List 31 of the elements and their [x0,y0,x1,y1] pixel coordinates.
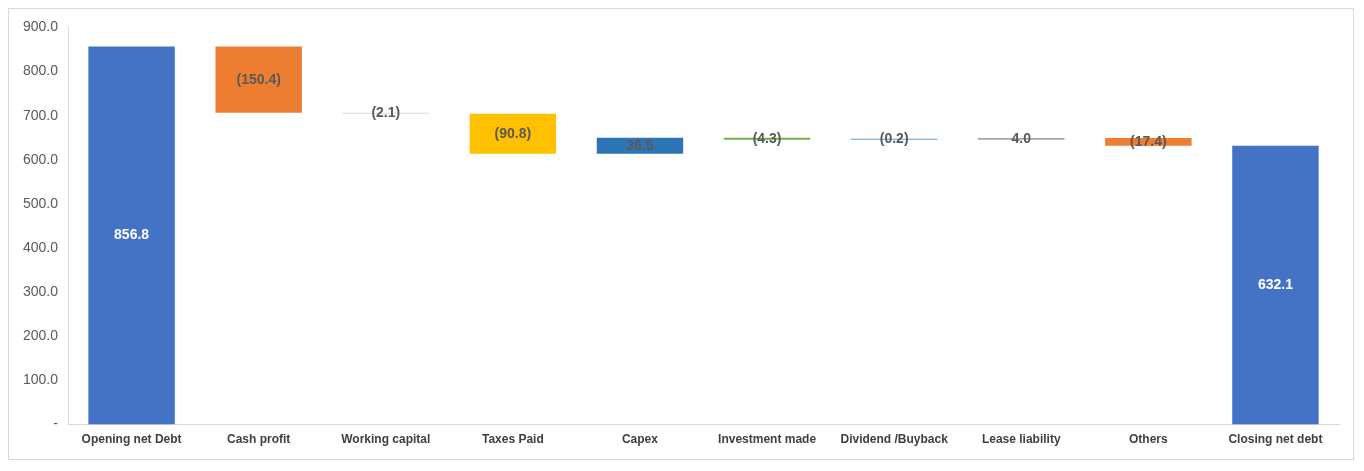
x-tick-label: Others [1129,432,1169,447]
y-tick-label: 500.0 [22,194,59,211]
data-label: 856.8 [114,226,150,243]
bar [469,113,557,154]
x-tick-label: Dividend /Buyback [840,432,949,447]
data-label: (2.1) [371,104,401,121]
x-tick-label: Closing net debt [1228,432,1323,447]
x-tick-label: Opening net Debt [81,432,182,447]
data-label: (150.4) [236,70,281,87]
x-tick-label: Capex [621,432,659,447]
bar [215,46,302,113]
x-tick-label: Taxes Paid [481,432,544,447]
data-label: 632.1 [1257,275,1294,292]
x-tick-label: Working capital [341,432,431,447]
y-tick-label: 200.0 [22,327,59,344]
data-label: 4.0 [1011,129,1032,146]
x-tick-label: Cash profit [227,432,291,447]
y-tick-label: 800.0 [22,62,59,79]
data-label: (90.8) [494,124,532,141]
data-label: 36.5 [626,136,654,153]
y-tick-label: 400.0 [22,238,59,255]
bar [1232,145,1319,425]
y-tick-label: - [53,415,59,432]
x-tick-label: Lease liability [981,432,1061,447]
y-tick-label: 900.0 [22,18,59,35]
y-tick-label: 100.0 [22,371,59,388]
y-tick-label: 300.0 [22,283,59,300]
bar [88,46,175,425]
x-tick-label: Investment made [718,432,817,447]
y-tick-label: 700.0 [22,106,59,123]
y-tick-label: 600.0 [22,150,59,167]
